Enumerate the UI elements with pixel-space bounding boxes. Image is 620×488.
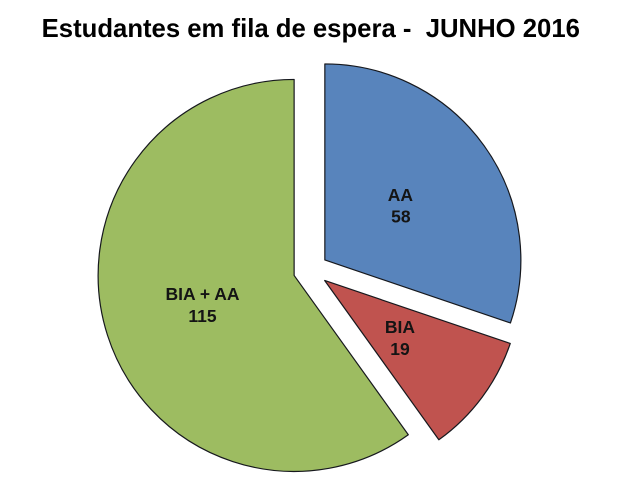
svg-text:19: 19 bbox=[390, 339, 410, 359]
svg-text:58: 58 bbox=[391, 207, 411, 227]
svg-text:115: 115 bbox=[188, 306, 216, 326]
svg-text:BIA + AA: BIA + AA bbox=[165, 284, 239, 304]
svg-text:BIA: BIA bbox=[385, 317, 416, 337]
svg-text:AA: AA bbox=[388, 185, 414, 205]
svg-text:Estudantes em fila de espera -: Estudantes em fila de espera - JUNHO 201… bbox=[42, 15, 580, 43]
